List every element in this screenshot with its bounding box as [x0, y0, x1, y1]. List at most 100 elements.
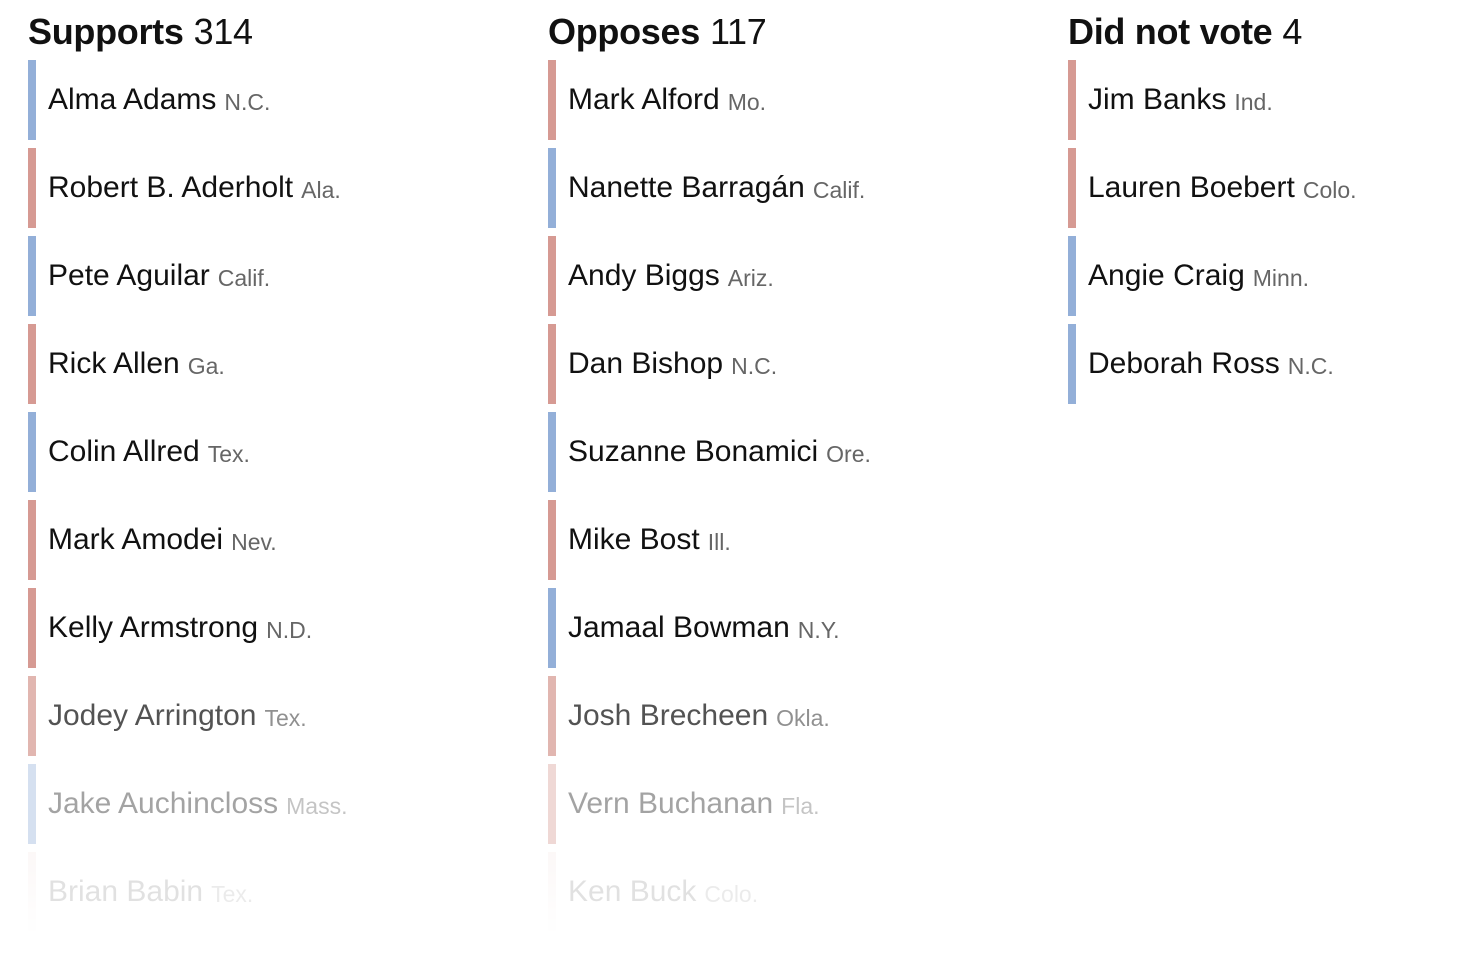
- column-count: 117: [709, 11, 767, 52]
- member-list: Alma Adams N.C. Robert B. Aderholt Ala. Pe…: [28, 60, 528, 932]
- member-name: Pete Aguilar: [48, 259, 210, 292]
- party-bar: [548, 764, 556, 844]
- member-state: Calif.: [217, 264, 271, 291]
- column-header: Supports 314: [28, 8, 528, 60]
- party-bar: [28, 412, 36, 492]
- party-bar: [548, 852, 556, 932]
- member-name: Jodey Arrington: [48, 699, 257, 732]
- party-bar: [548, 676, 556, 756]
- party-bar: [1068, 60, 1076, 140]
- member-name: Deborah Ross: [1088, 347, 1280, 380]
- member-item: Kelly Armstrong N.D.: [28, 588, 528, 668]
- member-state: Okla.: [776, 704, 830, 731]
- vote-columns: Supports 314 Alma Adams N.C. Robert B. Ade…: [28, 8, 1468, 948]
- member-state: Ga.: [187, 352, 225, 379]
- member-state: N.C.: [224, 88, 271, 115]
- member-name: Mark Amodei: [48, 523, 224, 556]
- column-did-not-vote: Did not vote 4 Jim Banks Ind. Lauren Boebe…: [1068, 8, 1476, 948]
- member-state: N.D.: [266, 616, 313, 643]
- member-item: Deborah Ross N.C.: [1068, 324, 1476, 404]
- member-item: Jodey Arrington Tex.: [28, 676, 528, 756]
- member-state: Tex.: [207, 440, 250, 467]
- member-item: Suzanne Bonamici Ore.: [548, 412, 1048, 492]
- member-state: Ala.: [301, 176, 341, 203]
- member-item: Josh Brecheen Okla.: [548, 676, 1048, 756]
- column-label: Opposes: [548, 11, 700, 52]
- member-state: Mo.: [727, 88, 767, 115]
- member-item: Angie Craig Minn.: [1068, 236, 1476, 316]
- member-name: Dan Bishop: [568, 347, 724, 380]
- member-state: N.C.: [1287, 352, 1334, 379]
- party-bar: [548, 324, 556, 404]
- party-bar: [548, 60, 556, 140]
- member-item: Mark Amodei Nev.: [28, 500, 528, 580]
- member-item: Jake Auchincloss Mass.: [28, 764, 528, 844]
- member-state: Minn.: [1252, 264, 1310, 291]
- member-state: Colo.: [1302, 176, 1357, 203]
- member-state: Mass.: [286, 792, 348, 819]
- member-name: Josh Brecheen: [568, 699, 769, 732]
- member-item: Alma Adams N.C.: [28, 60, 528, 140]
- member-state: Calif.: [812, 176, 866, 203]
- party-bar: [548, 412, 556, 492]
- party-bar: [28, 60, 36, 140]
- party-bar: [28, 676, 36, 756]
- member-item: Rick Allen Ga.: [28, 324, 528, 404]
- member-name: Alma Adams: [48, 83, 217, 116]
- party-bar: [28, 588, 36, 668]
- member-name: Mark Alford: [568, 83, 720, 116]
- member-name: Nanette Barragán: [568, 171, 805, 204]
- member-item: Mike Bost Ill.: [548, 500, 1048, 580]
- column-header: Opposes 117: [548, 8, 1048, 60]
- member-name: Rick Allen: [48, 347, 180, 380]
- member-name: Colin Allred: [48, 435, 200, 468]
- party-bar: [548, 148, 556, 228]
- member-state: Ore.: [826, 440, 871, 467]
- party-bar: [28, 500, 36, 580]
- member-item: Dan Bishop N.C.: [548, 324, 1048, 404]
- party-bar: [548, 236, 556, 316]
- party-bar: [1068, 324, 1076, 404]
- party-bar: [1068, 148, 1076, 228]
- member-item: Vern Buchanan Fla.: [548, 764, 1048, 844]
- member-name: Robert B. Aderholt: [48, 171, 294, 204]
- member-state: Nev.: [231, 528, 277, 555]
- member-list: Mark Alford Mo. Nanette Barragán Calif. An…: [548, 60, 1048, 932]
- party-bar: [548, 588, 556, 668]
- party-bar: [1068, 236, 1076, 316]
- party-bar: [28, 324, 36, 404]
- member-name: Vern Buchanan: [568, 787, 774, 820]
- column-opposes: Opposes 117 Mark Alford Mo. Nanette Barrag…: [548, 8, 1048, 948]
- member-item: Mark Alford Mo.: [548, 60, 1048, 140]
- column-label: Supports: [28, 11, 184, 52]
- member-item: Robert B. Aderholt Ala.: [28, 148, 528, 228]
- party-bar: [28, 148, 36, 228]
- member-name: Jake Auchincloss: [48, 787, 279, 820]
- member-item: Colin Allred Tex.: [28, 412, 528, 492]
- member-state: Tex.: [211, 880, 254, 907]
- column-count: 4: [1282, 11, 1303, 52]
- member-name: Mike Bost: [568, 523, 700, 556]
- column-label: Did not vote: [1068, 11, 1273, 52]
- member-item: Andy Biggs Ariz.: [548, 236, 1048, 316]
- member-name: Kelly Armstrong: [48, 611, 259, 644]
- member-list: Jim Banks Ind. Lauren Boebert Colo. Angie …: [1068, 60, 1476, 404]
- member-item: Jim Banks Ind.: [1068, 60, 1476, 140]
- member-name: Lauren Boebert: [1088, 171, 1295, 204]
- member-name: Angie Craig: [1088, 259, 1245, 292]
- column-count: 314: [193, 11, 253, 52]
- column-supports: Supports 314 Alma Adams N.C. Robert B. Ade…: [28, 8, 528, 948]
- member-name: Suzanne Bonamici: [568, 435, 819, 468]
- party-bar: [28, 764, 36, 844]
- member-name: Andy Biggs: [568, 259, 720, 292]
- member-name: Jamaal Bowman: [568, 611, 790, 644]
- member-item: Pete Aguilar Calif.: [28, 236, 528, 316]
- member-item: Lauren Boebert Colo.: [1068, 148, 1476, 228]
- member-item: Brian Babin Tex.: [28, 852, 528, 932]
- member-item: Ken Buck Colo.: [548, 852, 1048, 932]
- member-name: Brian Babin: [48, 875, 204, 908]
- member-name: Ken Buck: [568, 875, 697, 908]
- member-name: Jim Banks: [1088, 83, 1227, 116]
- column-header: Did not vote 4: [1068, 8, 1476, 60]
- party-bar: [28, 236, 36, 316]
